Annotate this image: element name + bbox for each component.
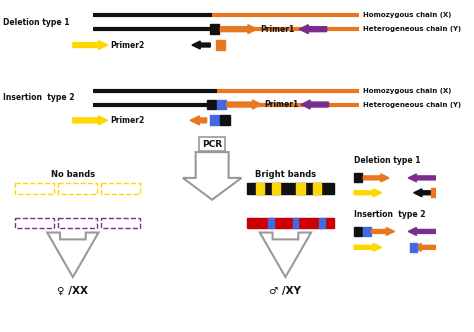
- FancyArrow shape: [408, 174, 436, 182]
- Bar: [319, 217, 325, 228]
- Text: Heterogeneous chain (Y): Heterogeneous chain (Y): [364, 26, 462, 32]
- Bar: [293, 217, 298, 228]
- Polygon shape: [183, 152, 241, 200]
- FancyArrow shape: [190, 116, 207, 125]
- Text: Deletion type 1: Deletion type 1: [354, 156, 420, 165]
- Text: Homozygous chain (X): Homozygous chain (X): [364, 12, 452, 18]
- Bar: [256, 183, 264, 194]
- Bar: [354, 227, 363, 236]
- Bar: [216, 40, 225, 50]
- FancyArrow shape: [354, 189, 382, 197]
- Text: Deletion type 1: Deletion type 1: [3, 18, 70, 27]
- Text: Insertion  type 2: Insertion type 2: [3, 93, 75, 102]
- Bar: [58, 217, 97, 228]
- Text: PCR: PCR: [202, 140, 222, 149]
- Text: ♂ /XY: ♂ /XY: [269, 286, 301, 296]
- Bar: [210, 24, 219, 34]
- Bar: [364, 227, 371, 236]
- FancyArrow shape: [408, 227, 436, 235]
- Bar: [272, 183, 280, 194]
- Bar: [210, 116, 219, 125]
- Polygon shape: [260, 232, 311, 277]
- FancyArrow shape: [220, 25, 257, 34]
- FancyArrow shape: [227, 100, 262, 109]
- FancyArrow shape: [413, 243, 436, 251]
- FancyArrow shape: [414, 189, 436, 197]
- Bar: [15, 217, 54, 228]
- Bar: [431, 188, 439, 197]
- Bar: [296, 183, 305, 194]
- FancyArrow shape: [354, 243, 382, 251]
- Text: No bands: No bands: [51, 170, 95, 179]
- Bar: [354, 173, 363, 182]
- Bar: [207, 100, 216, 110]
- Text: Insertion  type 2: Insertion type 2: [354, 210, 426, 219]
- Text: Primer1: Primer1: [264, 100, 299, 109]
- Bar: [101, 217, 140, 228]
- Bar: [217, 100, 226, 110]
- FancyArrow shape: [364, 174, 389, 182]
- FancyArrow shape: [299, 25, 327, 34]
- Bar: [410, 243, 418, 252]
- FancyArrow shape: [73, 116, 108, 125]
- FancyArrow shape: [372, 227, 394, 235]
- Bar: [313, 183, 321, 194]
- Bar: [15, 183, 54, 194]
- Bar: [220, 116, 229, 125]
- Text: Primer1: Primer1: [260, 25, 294, 34]
- Text: Bright bands: Bright bands: [255, 170, 316, 179]
- Text: Heterogeneous chain (Y): Heterogeneous chain (Y): [364, 102, 462, 108]
- Bar: [268, 217, 273, 228]
- Text: Primer2: Primer2: [110, 41, 145, 49]
- Bar: [58, 183, 97, 194]
- Bar: [101, 183, 140, 194]
- Text: Homozygous chain (X): Homozygous chain (X): [364, 88, 452, 94]
- Polygon shape: [47, 232, 99, 277]
- FancyArrow shape: [73, 41, 108, 49]
- FancyArrow shape: [192, 41, 210, 49]
- Bar: [247, 183, 334, 194]
- FancyArrow shape: [301, 100, 328, 109]
- Text: Primer2: Primer2: [110, 116, 145, 125]
- Text: ♀ /XX: ♀ /XX: [57, 286, 88, 296]
- Bar: [247, 217, 334, 228]
